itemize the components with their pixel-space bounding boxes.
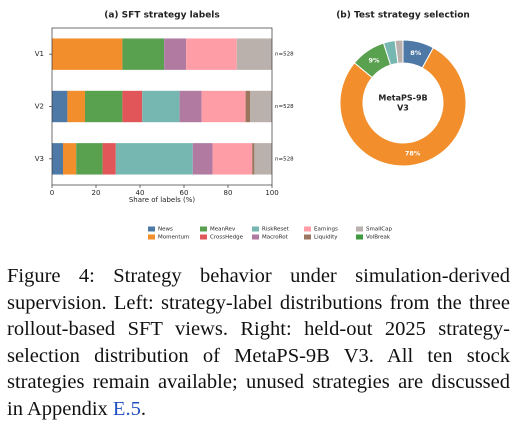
bar-segment (252, 143, 255, 175)
figure: (a) SFT strategy labels Share of labels … (35, 11, 470, 241)
bar-segment (254, 143, 272, 175)
value-label: 8% (410, 49, 422, 57)
legend-label: Momentum (158, 235, 189, 241)
legend-swatch (148, 226, 155, 232)
value-label: 78% (405, 150, 421, 158)
x-tick-label: 80 (224, 189, 233, 197)
legend-label: Liquidity (314, 235, 338, 241)
bar-segment (63, 143, 77, 175)
x-tick-label: 20 (92, 189, 101, 197)
bar-segment (122, 38, 165, 70)
legend-label: Earnings (314, 227, 338, 233)
bar-segment (245, 90, 250, 123)
center-text: MetaPS-9B (378, 94, 427, 103)
donut-slice (394, 39, 404, 64)
bar-segment (236, 38, 272, 70)
y-tick-label: V1 (35, 50, 44, 58)
legend-swatch (252, 226, 259, 232)
bar-annotation: n=528 (275, 104, 294, 110)
chart-title: (a) SFT strategy labels (104, 11, 220, 21)
bar-segment (52, 38, 123, 70)
bar-segment (179, 90, 202, 123)
legend-label: MeanRev (210, 227, 236, 233)
bar-segment (250, 90, 272, 123)
bar-segment (212, 143, 253, 175)
plot-frame (51, 27, 273, 186)
legend-swatch (148, 234, 155, 240)
bar-segment (186, 38, 237, 70)
x-tick-label: 0 (50, 189, 54, 197)
legend-swatch (252, 234, 259, 240)
center-text: V3 (397, 104, 409, 113)
x-tick-label: 40 (136, 189, 145, 197)
legend-swatch (356, 226, 363, 232)
caption-text: Figure 4: Strategy behavior under simula… (7, 265, 510, 420)
value-label: 9% (369, 56, 381, 64)
bar-segment (122, 90, 143, 123)
x-tick-label: 60 (180, 189, 189, 197)
bar-segment (102, 143, 116, 175)
bar-segment (52, 90, 68, 123)
x-tick-label: 100 (265, 189, 278, 197)
caption: Figure 4: Strategy behavior under simula… (7, 263, 510, 422)
bar-annotation: n=528 (275, 52, 294, 58)
y-tick-label: V3 (35, 155, 44, 163)
caption-end: . (140, 397, 146, 420)
legend-swatch (304, 226, 311, 232)
legend-label: VolBreak (366, 235, 391, 241)
legend-swatch (200, 234, 207, 240)
caption-link[interactable]: E.5 (112, 397, 141, 420)
legend-label: SmallCap (366, 227, 392, 233)
chart-title: (b) Test strategy selection (336, 11, 470, 21)
bar-segment (52, 143, 63, 175)
legend-swatch (200, 226, 207, 232)
bar-segment (67, 90, 85, 123)
bar-segment (115, 143, 193, 175)
y-tick-label: V2 (35, 103, 44, 111)
legend-label: CrossHedge (210, 235, 244, 241)
legend-label: News (158, 227, 173, 233)
x-axis-label: Share of labels (%) (129, 196, 196, 204)
legend-swatch (356, 234, 363, 240)
bar-segment (201, 90, 246, 123)
bar-annotation: n=528 (275, 156, 294, 162)
bar-segment (76, 143, 103, 175)
legend-swatch (304, 234, 311, 240)
legend-label: MacroRot (262, 235, 289, 241)
bar-segment (85, 90, 123, 123)
bar-segment (164, 38, 187, 70)
bar-segment (192, 143, 213, 175)
bar-segment (142, 90, 180, 123)
legend-label: RiskReset (262, 227, 290, 233)
